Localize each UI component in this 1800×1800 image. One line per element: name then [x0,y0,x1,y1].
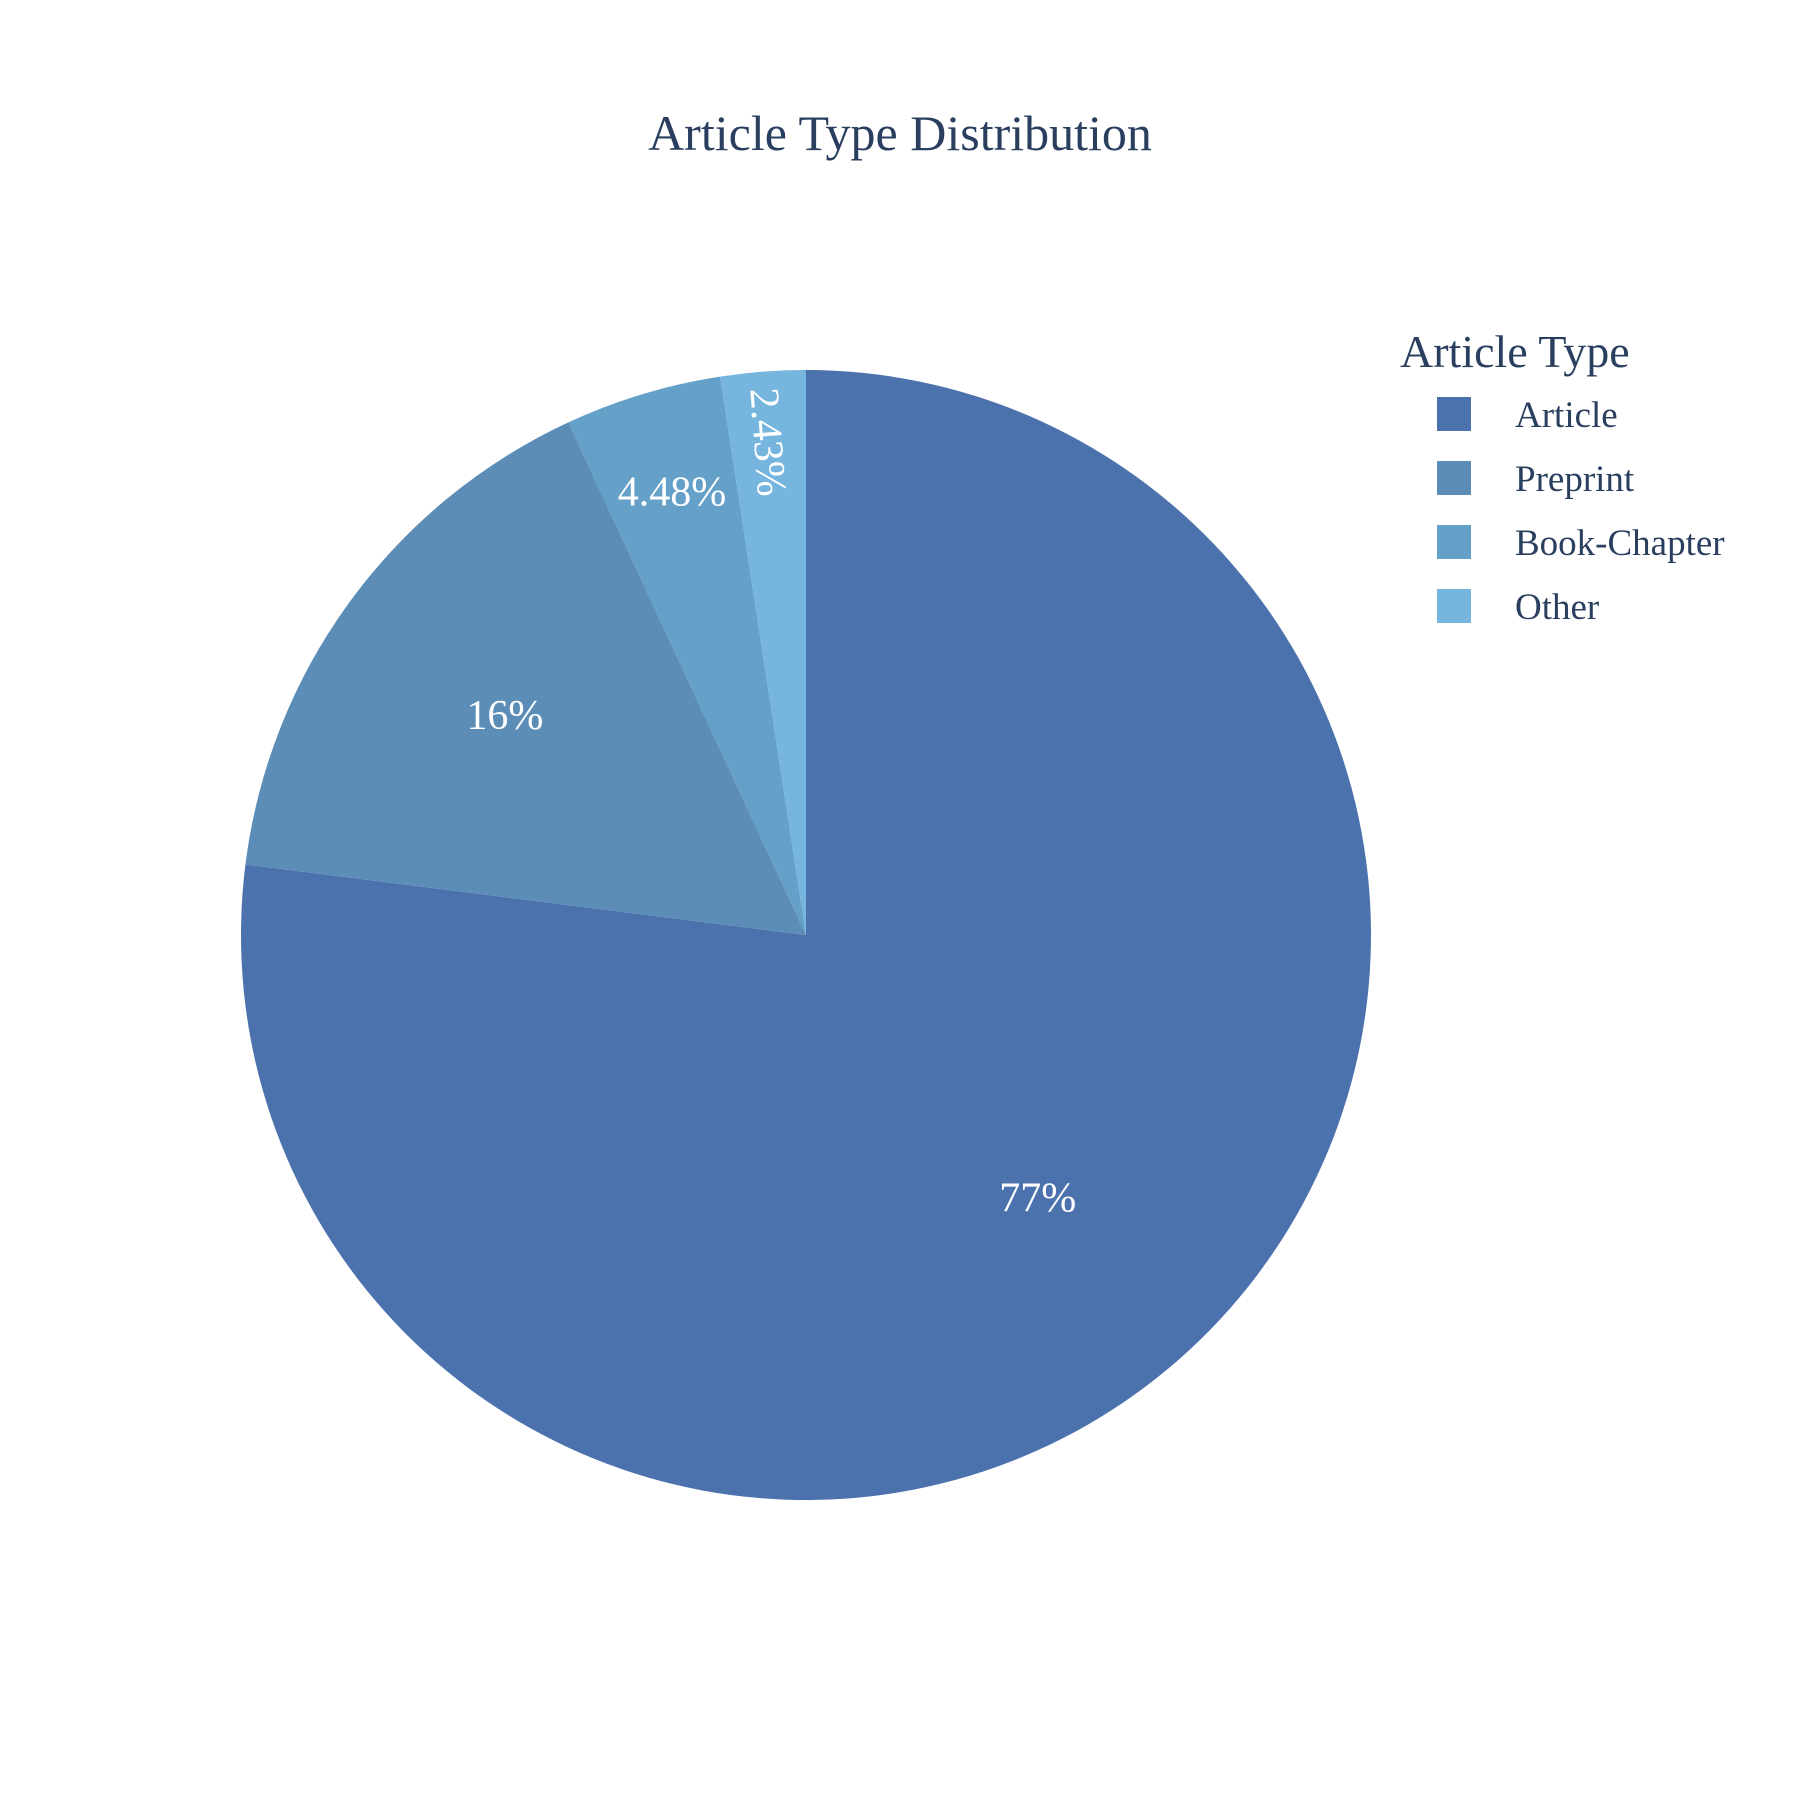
legend-title: Article Type [1400,326,1630,377]
legend-item-other[interactable]: Other [1437,587,1599,628]
pie-slice-article [241,370,1372,1500]
pie-slices [241,370,1372,1500]
slice-label-book-chapter: 4.48% [618,469,727,515]
legend-swatch [1437,525,1471,559]
pie-slice-other [720,370,806,935]
legend-label: Book-Chapter [1515,523,1725,564]
legend-item-preprint[interactable]: Preprint [1437,459,1635,500]
slice-label-preprint: 16% [466,693,543,739]
legend-item-article[interactable]: Article [1437,395,1618,436]
legend-items: Article Preprint Book-Chapter Other [1437,395,1725,628]
slice-label-article: 77% [999,1176,1076,1222]
legend-item-book-chapter[interactable]: Book-Chapter [1437,523,1725,564]
legend: Article Type Article Preprint Book-Chapter… [1400,326,1725,628]
legend-label: Article [1515,395,1618,436]
slice-label-other: 2.43% [740,386,794,498]
legend-swatch [1437,397,1471,431]
legend-label: Other [1515,587,1599,628]
legend-label: Preprint [1515,459,1635,500]
pie-slice-book-chapter [568,376,806,936]
pie-slice-labels: 77% 16% 4.48% 2.43% [466,386,1076,1221]
legend-swatch [1437,461,1471,495]
pie-slice-preprint [245,422,806,935]
chart-title: Article Type Distribution [648,105,1152,161]
legend-swatch [1437,589,1471,623]
